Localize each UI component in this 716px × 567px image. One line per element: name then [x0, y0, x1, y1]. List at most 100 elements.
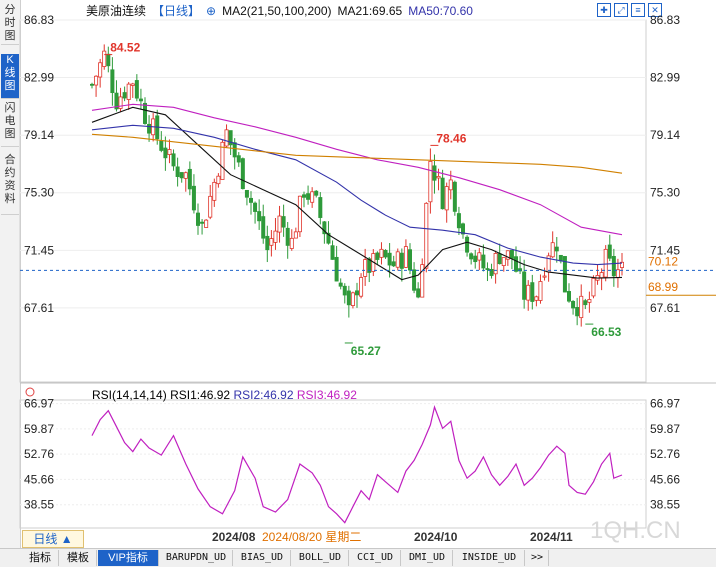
candle-body: [338, 282, 343, 287]
crosshair-icon[interactable]: ✚: [597, 3, 611, 17]
candle-body: [465, 236, 470, 253]
period-label[interactable]: 【日线】: [152, 4, 201, 18]
candle-body: [554, 246, 559, 252]
candle-body: [432, 165, 437, 181]
rsi2-value: RSI2:46.92: [233, 388, 294, 402]
candle-body: [293, 231, 298, 239]
candle-body: [106, 53, 111, 67]
price-panel: 86.83 86.83 82.99 82.99 79.14 79.14 75.30 75.30…: [19, 13, 716, 384]
price-tick-left: 67.61: [24, 301, 54, 315]
candle-body: [615, 269, 620, 279]
tab-kline[interactable]: K线图: [1, 54, 19, 99]
price-tick-left: 82.99: [24, 71, 54, 85]
rsi3-value: RSI3:46.92: [296, 388, 357, 402]
candle-body: [306, 193, 311, 200]
candle-body: [175, 166, 180, 177]
candle-body: [346, 290, 351, 306]
candle-body: [428, 160, 433, 203]
candle-body: [297, 195, 302, 233]
x-label-oct: 2024/10: [414, 530, 458, 544]
menu-icon[interactable]: ≡: [631, 3, 645, 17]
candle-body: [208, 195, 213, 218]
tab-barupdn[interactable]: BARUPDN_UD: [160, 550, 233, 566]
candle-body: [526, 284, 531, 301]
candle-body: [571, 300, 576, 309]
tab-template[interactable]: 模板: [60, 550, 97, 566]
x-label-aug: 2024/08: [212, 530, 256, 544]
candle-body: [342, 285, 347, 296]
tab-contract-info[interactable]: 合约资料: [1, 154, 19, 215]
price-tick-right: 82.99: [650, 71, 680, 85]
candle-body: [289, 237, 294, 249]
candle-body: [452, 181, 457, 212]
rsi-line: [91, 405, 623, 524]
price-tick-right: 86.83: [650, 13, 680, 27]
candle-body: [216, 175, 221, 185]
reference-price-label: 68.99: [648, 280, 678, 294]
tab-intraday[interactable]: 分时图: [1, 4, 19, 45]
candle-body: [322, 221, 327, 235]
candle-body: [244, 189, 249, 198]
candle-body: [481, 254, 486, 269]
candle-body: [354, 290, 359, 296]
candle-body: [379, 248, 384, 258]
rsi-tick-left: 45.66: [24, 472, 54, 486]
candle-body: [534, 296, 539, 301]
period-button[interactable]: 日线 ▲: [22, 530, 84, 548]
candle-body: [171, 153, 176, 167]
candle-body: [220, 141, 225, 180]
tab-boll[interactable]: BOLL_UD: [292, 550, 349, 566]
candle-body: [281, 216, 286, 228]
chart-canvas[interactable]: 86.83 86.83 82.99 82.99 79.14 79.14 75.30 75.30…: [0, 0, 716, 548]
tab-lightning[interactable]: 闪电图: [1, 102, 19, 147]
candle-body: [363, 259, 368, 277]
candle-body: [114, 92, 119, 110]
candle-body: [334, 256, 339, 282]
tab-bias[interactable]: BIAS_UD: [234, 550, 291, 566]
price-tick-right: 79.14: [650, 128, 680, 142]
candle-body: [138, 98, 143, 102]
rsi-panel: 66.97 66.97 59.87 59.87 52.76 52.76 45.66 45.66…: [19, 387, 680, 544]
candle-body: [228, 130, 233, 146]
tab-dmi[interactable]: DMI_UD: [402, 550, 453, 566]
candle-body: [399, 252, 404, 269]
candle-body: [493, 253, 498, 275]
candle-body: [497, 253, 502, 265]
rsi-tick-right: 45.66: [650, 472, 680, 486]
candle-body: [522, 271, 527, 300]
candle-body: [110, 69, 115, 94]
fullscreen-icon[interactable]: ⤢: [614, 3, 628, 17]
candle-body: [232, 142, 237, 158]
indicator-tab-bar: 指标 模板 VIP指标 BARUPDN_UD BIAS_UD BOLL_UD C…: [0, 548, 716, 567]
candle-body: [98, 62, 103, 78]
tab-cci[interactable]: CCI_UD: [350, 550, 401, 566]
candle-body: [538, 281, 543, 301]
candle-body: [134, 80, 139, 99]
tab-more[interactable]: >>: [526, 550, 549, 566]
annotation-label: 84.52: [110, 41, 140, 55]
candle-body: [611, 256, 616, 277]
candle-body: [191, 185, 196, 211]
candle-body: [350, 292, 355, 306]
tab-vip-indicator[interactable]: VIP指标: [98, 550, 159, 566]
ma-line-ma50: [91, 124, 623, 266]
rsi-tick-right: 59.87: [650, 422, 680, 436]
tab-indicator[interactable]: 指标: [22, 550, 59, 566]
zoom-in-icon[interactable]: ⊕: [206, 4, 217, 18]
candle-body: [395, 251, 400, 268]
candle-body: [265, 235, 270, 251]
tab-inside[interactable]: INSIDE_UD: [454, 550, 525, 566]
rsi-tick-left: 52.76: [24, 447, 54, 461]
candle-body: [514, 256, 519, 272]
annotation-label: 78.46: [436, 131, 466, 145]
ma-line-ma200: [91, 133, 623, 174]
candle-body: [575, 307, 580, 317]
candle-body: [179, 172, 184, 179]
watermark: 1QH.CN: [590, 517, 681, 544]
price-tick-left: 75.30: [24, 186, 54, 200]
close-icon[interactable]: ✕: [648, 3, 662, 17]
price-tick-left: 79.14: [24, 128, 54, 142]
candle-body: [424, 202, 429, 269]
candle-body: [90, 83, 95, 86]
candle-body: [204, 219, 209, 228]
